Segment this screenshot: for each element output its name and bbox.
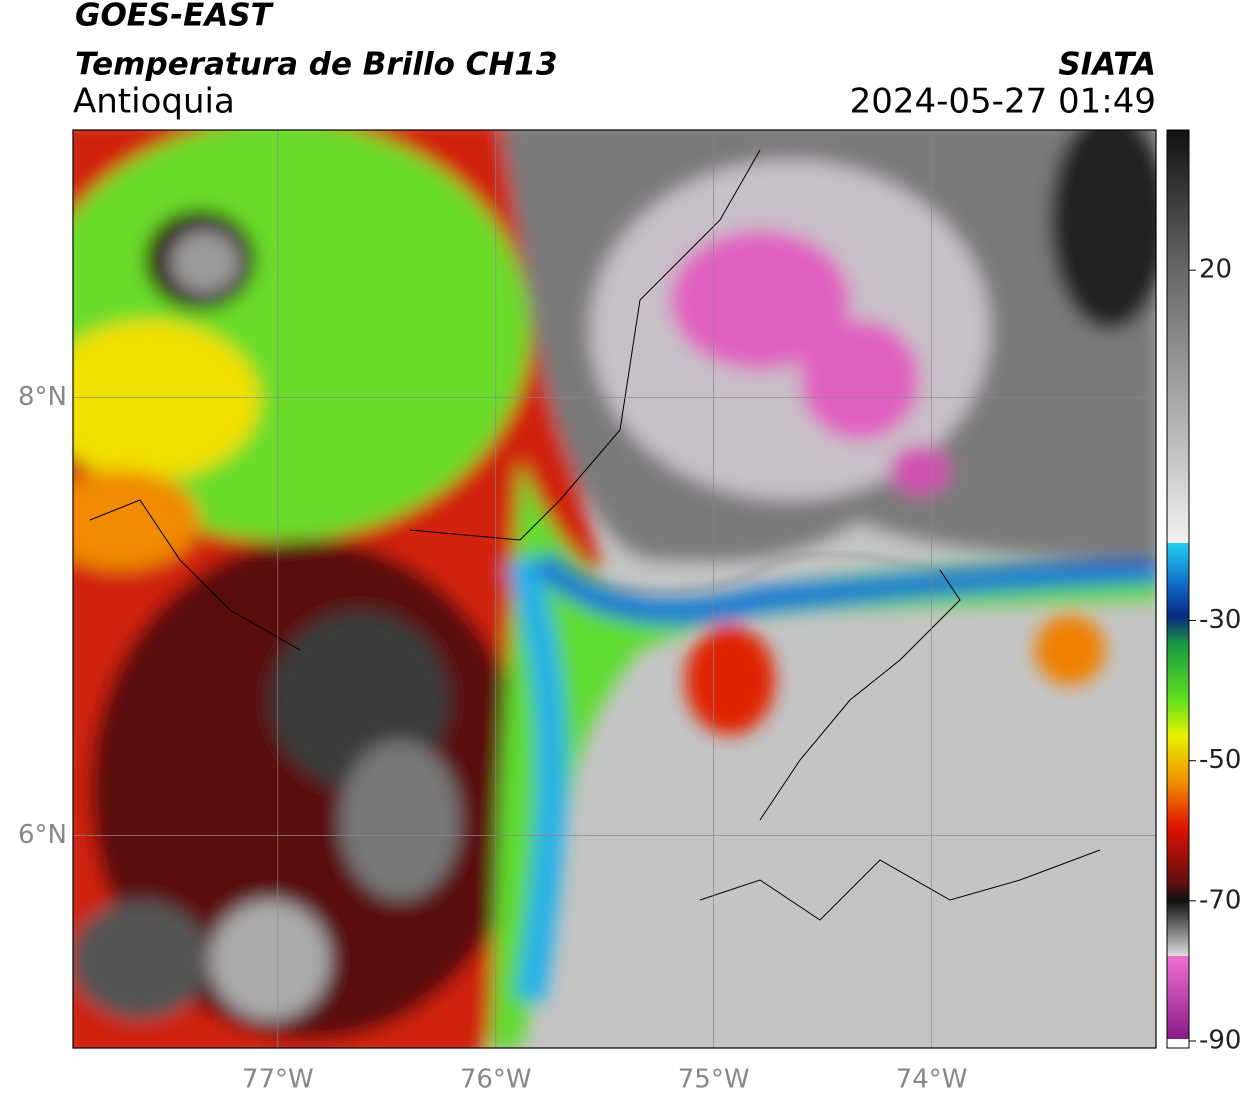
colorbar-tick-label: -50	[1199, 745, 1241, 775]
region: Antioquia	[73, 82, 235, 122]
colorbar-tick-label: -30	[1199, 605, 1241, 635]
source: SIATA	[1058, 47, 1156, 83]
x-tick-label: 76°W	[460, 1065, 532, 1095]
timestamp: 2024-05-27 01:49	[850, 82, 1156, 122]
x-tick-label: 77°W	[242, 1065, 314, 1095]
y-tick-label: 8°N	[18, 382, 67, 412]
y-tick-label: 6°N	[18, 820, 67, 850]
map-frame	[72, 129, 1157, 1049]
colorbar-tick-label: 20	[1199, 255, 1232, 285]
colorbar	[1166, 129, 1190, 1049]
imagery	[73, 130, 1156, 1048]
colorbar-tick-label: -90	[1199, 1025, 1241, 1055]
colorbar-tick-label: -70	[1199, 885, 1241, 915]
title: GOES-EAST	[75, 0, 275, 34]
x-tick-label: 75°W	[678, 1065, 750, 1095]
x-tick-label: 74°W	[896, 1065, 968, 1095]
subtitle: Temperatura de Brillo CH13	[75, 47, 558, 83]
